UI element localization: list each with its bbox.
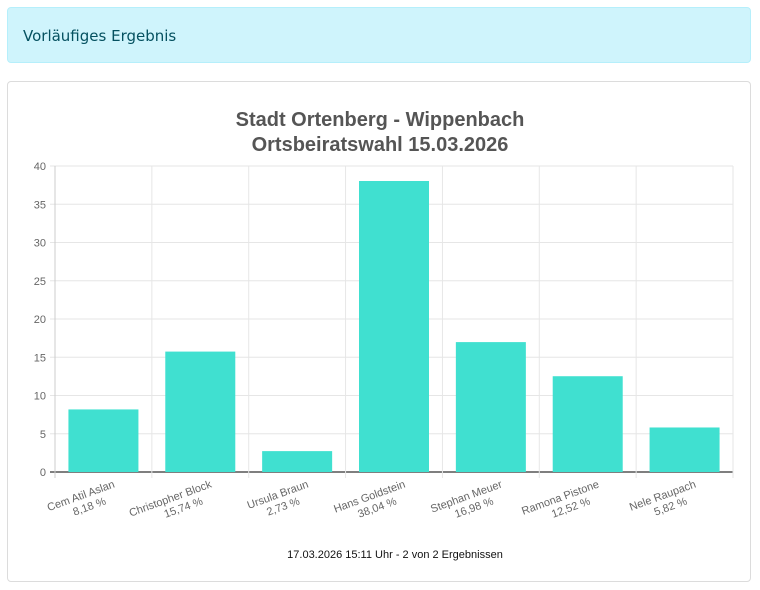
bars <box>68 180 720 472</box>
bar <box>455 342 526 472</box>
chart-title-line-1: Stadt Ortenberg - Wippenbach <box>236 109 525 131</box>
bar <box>262 451 333 472</box>
y-tick-label: 25 <box>34 276 46 288</box>
bar <box>165 351 236 472</box>
alert-text: Vorläufiges Ergebnis <box>23 27 177 45</box>
bar <box>552 376 623 472</box>
bar-chart: Stadt Ortenberg - Wippenbach Ortsbeirats… <box>34 109 734 561</box>
y-tick-label: 40 <box>34 161 46 173</box>
bar <box>649 427 720 472</box>
bar <box>68 409 139 472</box>
y-tick-label: 0 <box>40 467 46 479</box>
status-alert: Vorläufiges Ergebnis <box>7 7 751 63</box>
chart-footer: 17.03.2026 15:11 Uhr - 2 von 2 Ergebniss… <box>287 549 503 561</box>
y-tick-label: 5 <box>40 429 46 441</box>
y-tick-label: 20 <box>34 314 46 326</box>
y-tick-label: 15 <box>34 352 46 364</box>
y-tick-label: 35 <box>34 199 46 211</box>
y-tick-label: 30 <box>34 238 46 250</box>
bar <box>359 180 429 472</box>
chart-title-line-2: Ortsbeiratswahl 15.03.2026 <box>252 134 509 156</box>
chart-card: Stadt Ortenberg - Wippenbach Ortsbeirats… <box>7 81 751 582</box>
y-axis-ticks: 0 5 10 15 20 25 30 35 40 <box>34 161 46 479</box>
y-tick-label: 10 <box>34 391 46 403</box>
